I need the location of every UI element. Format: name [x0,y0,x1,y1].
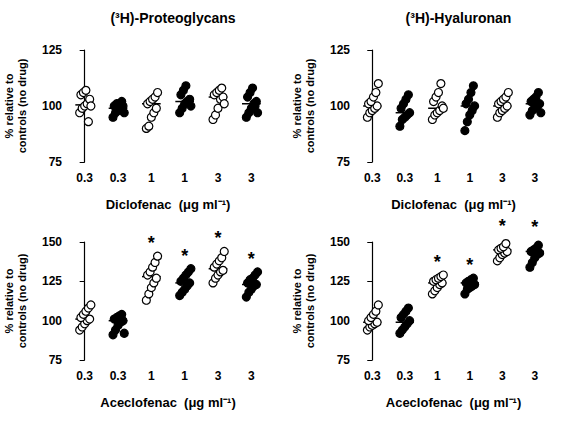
svg-text:*: * [434,252,441,272]
svg-text:125: 125 [42,274,62,288]
svg-text:*: * [214,228,221,248]
svg-text:(³H)-Hyaluronan: (³H)-Hyaluronan [406,10,512,26]
svg-text:controls (no drug): controls (no drug) [16,58,28,153]
svg-text:100: 100 [330,314,350,328]
svg-text:1: 1 [466,171,473,185]
svg-text:% relative to: % relative to [3,268,15,333]
svg-text:75: 75 [49,353,63,367]
svg-text:0.3: 0.3 [364,171,381,185]
svg-text:Aceclofenac (μg ml⁻¹): Aceclofenac (μg ml⁻¹) [386,395,521,410]
svg-text:Diclofenac (μg ml⁻¹): Diclofenac (μg ml⁻¹) [391,197,516,212]
svg-text:% relative to: % relative to [3,73,15,138]
svg-text:3: 3 [248,369,255,383]
svg-text:Aceclofenac (μg ml⁻¹): Aceclofenac (μg ml⁻¹) [100,395,235,410]
svg-text:125: 125 [42,43,62,57]
svg-text:75: 75 [337,353,351,367]
svg-text:3: 3 [531,369,538,383]
svg-text:1: 1 [434,369,441,383]
svg-text:controls (no drug): controls (no drug) [304,253,316,348]
svg-text:0.3: 0.3 [396,171,413,185]
svg-text:*: * [181,246,188,266]
svg-text:3: 3 [215,171,222,185]
svg-text:3: 3 [531,171,538,185]
svg-text:0.3: 0.3 [76,369,93,383]
svg-text:150: 150 [330,235,350,249]
svg-text:3: 3 [215,369,222,383]
svg-text:0.3: 0.3 [76,171,93,185]
svg-text:100: 100 [42,99,62,113]
svg-text:100: 100 [330,99,350,113]
svg-text:Diclofenac (μg ml⁻¹): Diclofenac (μg ml⁻¹) [106,197,231,212]
svg-text:(³H)-Proteoglycans: (³H)-Proteoglycans [110,10,235,26]
svg-text:3: 3 [248,171,255,185]
svg-text:150: 150 [42,235,62,249]
svg-text:1: 1 [181,171,188,185]
svg-text:controls (no drug): controls (no drug) [16,253,28,348]
svg-text:*: * [531,217,538,237]
svg-text:0.3: 0.3 [364,369,381,383]
svg-text:1: 1 [434,171,441,185]
svg-text:*: * [466,255,473,275]
svg-text:*: * [499,216,506,236]
svg-text:% relative to: % relative to [291,73,303,138]
svg-text:0.3: 0.3 [110,369,127,383]
svg-text:1: 1 [148,369,155,383]
svg-text:75: 75 [337,155,351,169]
svg-text:0.3: 0.3 [110,171,127,185]
svg-text:1: 1 [181,369,188,383]
svg-text:3: 3 [499,369,506,383]
svg-text:controls (no drug): controls (no drug) [304,58,316,153]
svg-text:0.3: 0.3 [396,369,413,383]
svg-text:1: 1 [466,369,473,383]
svg-text:75: 75 [49,155,63,169]
svg-text:3: 3 [499,171,506,185]
svg-text:% relative to: % relative to [291,268,303,333]
svg-text:125: 125 [330,43,350,57]
svg-text:125: 125 [330,274,350,288]
svg-text:*: * [148,233,155,253]
svg-text:100: 100 [42,314,62,328]
svg-text:1: 1 [148,171,155,185]
svg-text:*: * [248,249,255,269]
